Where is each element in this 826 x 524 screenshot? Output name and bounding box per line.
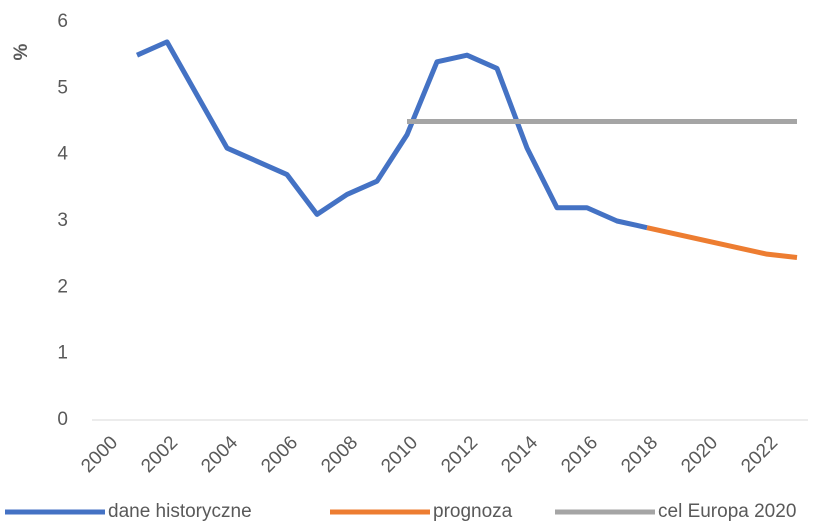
- x-tick-label: 2010: [377, 432, 422, 477]
- x-tick-label: 2006: [257, 432, 302, 477]
- legend-label: dane historyczne: [108, 501, 252, 522]
- series-line: [646, 225, 798, 260]
- x-tick-label: 2000: [77, 432, 122, 477]
- y-tick-label: 1: [57, 343, 68, 364]
- x-tick-label: 2012: [437, 432, 482, 477]
- x-tick-label: 2014: [497, 432, 542, 477]
- y-tick-label: 2: [57, 276, 68, 297]
- y-tick-label: 4: [57, 144, 68, 165]
- legend-label: prognoza: [433, 501, 513, 522]
- x-tick-label: 2020: [677, 432, 722, 477]
- series-line: [135, 39, 648, 231]
- x-tick-label: 2008: [317, 432, 362, 477]
- y-tick-label: 6: [57, 11, 68, 32]
- x-tick-label: 2016: [557, 432, 602, 477]
- y-tick-label: 3: [57, 210, 68, 231]
- legend-label: cel Europa 2020: [658, 501, 796, 522]
- y-tick-label: 5: [57, 77, 68, 98]
- y-tick-label: 0: [57, 409, 68, 430]
- x-tick-label: 2002: [137, 432, 182, 477]
- y-axis-label: %: [11, 43, 32, 60]
- x-tick-label: 2022: [737, 432, 782, 477]
- x-tick-label: 2018: [617, 432, 662, 477]
- x-tick-label: 2004: [197, 432, 242, 477]
